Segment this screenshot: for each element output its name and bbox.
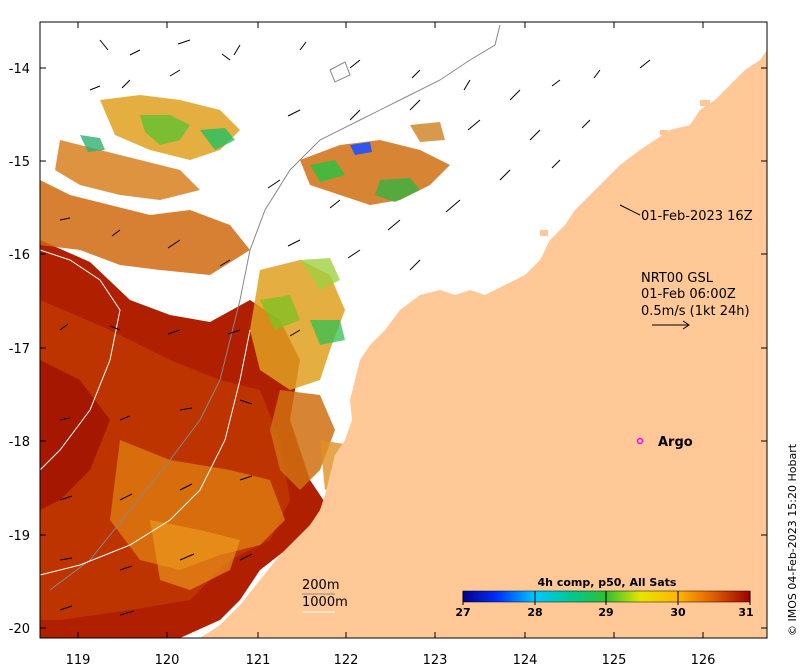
argo-marker bbox=[636, 437, 644, 445]
argo-label: Argo bbox=[658, 435, 693, 450]
lon-tick-labels: 119 120 121 122 123 124 125 126 bbox=[66, 653, 716, 668]
land-australia bbox=[200, 50, 767, 638]
current-source-label: NRT00 GSL bbox=[641, 271, 714, 286]
lat-tick-19: -19 bbox=[9, 529, 30, 544]
depth-1000-label: 1000m bbox=[302, 595, 348, 610]
map-content bbox=[40, 22, 767, 638]
lon-tick-119: 119 bbox=[66, 653, 91, 668]
lat-tick-18: -18 bbox=[9, 435, 30, 450]
bathymetry-1000m bbox=[40, 249, 251, 576]
lat-tick-20: -20 bbox=[9, 622, 30, 637]
current-vectors bbox=[59, 39, 651, 616]
credit-label: © IMOS 04-Feb-2023 15:20 Hobart bbox=[786, 443, 799, 636]
timestamp-leader bbox=[619, 204, 641, 216]
lat-tick-14: -14 bbox=[9, 62, 30, 77]
lon-tick-126: 126 bbox=[691, 653, 716, 668]
colorbar: 4h comp, p50, All Sats 27 28 29 30 31 bbox=[455, 576, 753, 619]
lon-tick-120: 120 bbox=[155, 653, 180, 668]
lon-tick-121: 121 bbox=[246, 653, 271, 668]
bathymetry-200m bbox=[49, 24, 501, 591]
colorbar-title: 4h comp, p50, All Sats bbox=[538, 576, 677, 589]
lat-tick-16: -16 bbox=[9, 248, 30, 263]
lon-tick-124: 124 bbox=[513, 653, 538, 668]
plot-frame bbox=[39, 21, 768, 639]
current-scale-label: 0.5m/s (1kt 24h) bbox=[641, 304, 750, 319]
lat-tick-labels: -14 -15 -16 -17 -18 -19 -20 bbox=[9, 62, 30, 637]
colorbar-tick-27: 27 bbox=[455, 606, 470, 619]
lon-tick-123: 123 bbox=[423, 653, 448, 668]
axis-ticks bbox=[40, 22, 767, 638]
timestamp-label: 01-Feb-2023 16Z bbox=[641, 209, 753, 224]
current-scale-arrow bbox=[652, 320, 690, 330]
colorbar-tick-31: 31 bbox=[738, 606, 753, 619]
colorbar-tick-29: 29 bbox=[598, 606, 613, 619]
current-time-label: 01-Feb 06:00Z bbox=[641, 287, 736, 302]
depth-200-label: 200m bbox=[302, 578, 339, 593]
colorbar-tick-28: 28 bbox=[527, 606, 542, 619]
islands bbox=[470, 100, 710, 315]
lon-tick-122: 122 bbox=[334, 653, 359, 668]
lat-tick-15: -15 bbox=[9, 155, 30, 170]
lat-tick-17: -17 bbox=[9, 342, 30, 357]
lon-tick-125: 125 bbox=[602, 653, 627, 668]
colorbar-tick-30: 30 bbox=[670, 606, 686, 619]
